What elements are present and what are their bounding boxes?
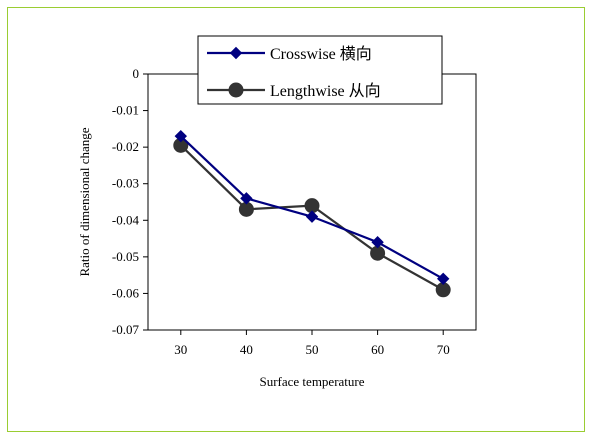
data-point <box>174 129 188 143</box>
legend: Crosswise 横向 Lengthwise 从向 <box>197 35 443 105</box>
y-axis-title: Ratio of dimensional change <box>77 127 92 276</box>
x-axis: 30 40 50 60 70 <box>174 330 450 357</box>
y-axis: 0 -0.01 -0.02 -0.03 -0.04 -0.05 -0.06 -0.07 <box>112 66 148 337</box>
x-axis-title: Surface temperature <box>259 374 364 389</box>
legend-marker <box>229 46 243 60</box>
data-point <box>371 236 384 249</box>
y-tick-label: -0.03 <box>112 176 139 191</box>
series-layer <box>173 129 451 298</box>
y-tick-label: -0.07 <box>112 322 140 337</box>
data-point <box>305 210 319 223</box>
y-tick-label: -0.02 <box>112 139 139 154</box>
x-tick-label: 60 <box>371 342 384 357</box>
x-tick-label: 50 <box>306 342 319 357</box>
x-tick-label: 70 <box>437 342 450 357</box>
y-tick-label: -0.06 <box>112 285 140 300</box>
y-tick-label: 0 <box>133 66 140 81</box>
x-tick-label: 30 <box>174 342 187 357</box>
legend-label: Crosswise 横向 <box>270 45 372 63</box>
legend-marker <box>228 82 244 98</box>
x-tick-label: 40 <box>240 342 253 357</box>
data-point <box>240 192 253 205</box>
y-tick-label: -0.04 <box>112 212 140 227</box>
series-crosswise <box>174 129 450 286</box>
legend-label: Lengthwise 从向 <box>270 82 381 100</box>
series-lengthwise <box>173 137 451 298</box>
data-point <box>436 272 450 286</box>
y-tick-label: -0.01 <box>112 103 139 118</box>
y-tick-label: -0.05 <box>112 249 139 264</box>
